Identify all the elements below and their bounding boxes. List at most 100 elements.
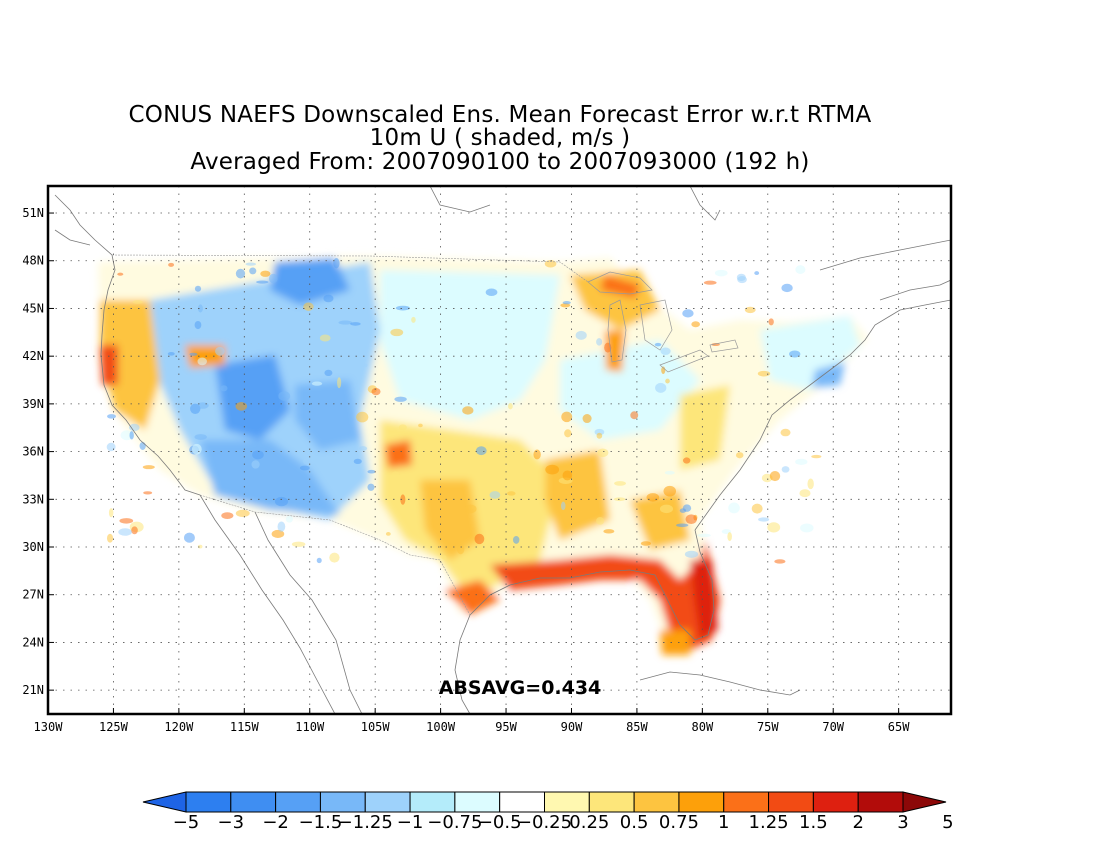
shading-speckle	[191, 443, 202, 455]
shading-speckle	[398, 424, 407, 431]
shading-speckle	[474, 533, 485, 545]
shading-speckle	[564, 429, 572, 438]
absavg-label: ABSAVG=0.434	[439, 677, 602, 699]
colorbar-swatch	[633, 791, 680, 813]
shading-speckle	[655, 382, 667, 393]
colorbar-swatch	[812, 791, 859, 813]
shading-speckle	[367, 483, 375, 491]
shading-speckle	[260, 270, 271, 277]
shading-speckle	[107, 414, 117, 419]
lake-huron-outline	[639, 299, 673, 351]
shading-speckle	[338, 320, 353, 325]
shading-speckle	[751, 503, 763, 514]
shading-speckle	[215, 346, 225, 356]
keys-orange-patch	[660, 630, 690, 655]
canada-border	[111, 254, 589, 283]
colorbar-swatch	[678, 791, 725, 813]
shading-speckle	[139, 442, 146, 450]
shading-speckle	[221, 512, 234, 519]
lon-tick-label: 110W	[295, 720, 325, 734]
lon-tick-label: 80W	[692, 720, 714, 734]
shading-speckle	[220, 385, 228, 392]
shading-speckle	[654, 342, 662, 347]
shading-speckle	[356, 411, 369, 423]
shading-speckle	[411, 316, 416, 323]
lon-tick-label: 125W	[99, 720, 129, 734]
labrador-coastline	[689, 186, 721, 221]
international-borders	[111, 254, 589, 616]
shading-speckle	[697, 533, 711, 538]
shading-speckle	[487, 357, 500, 365]
colorbar: −5 −3 −2 −1.5−1.25 −1 −0.75−0.5−0.250.25 0.5 0.…	[142, 791, 954, 833]
gulf-coast-red-patch	[490, 540, 720, 650]
lake-ontario-outline	[709, 339, 739, 353]
shading-speckle	[703, 280, 717, 285]
shading-speckle	[757, 370, 771, 377]
colorbar-swatch	[768, 791, 814, 813]
lat-tick-label: 24N	[22, 635, 44, 649]
colorbar-swatch	[454, 791, 501, 813]
shading-speckle	[596, 516, 605, 525]
shading-speckle	[613, 497, 626, 502]
shading-speckle	[291, 541, 306, 547]
idaho-orange-patch	[185, 345, 225, 368]
graticule	[48, 186, 951, 714]
lon-tick-label: 90W	[561, 720, 583, 734]
shading-speckle	[562, 470, 573, 481]
shading-speckle	[664, 470, 675, 475]
lon-tick-label: 65W	[888, 720, 910, 734]
colorbar-label: 0.75	[659, 812, 699, 833]
shading-speckle	[485, 288, 498, 297]
shading-speckle	[800, 523, 814, 533]
shading-speckle	[235, 402, 248, 411]
shading-speckle	[416, 444, 426, 454]
lon-tick-label: 70W	[822, 720, 844, 734]
map-title-line2: 10m U ( shaded, m/s )	[369, 125, 631, 151]
lon-tick-label: 95W	[495, 720, 517, 734]
shading-speckle	[475, 446, 487, 456]
colorbar-label: 5	[942, 812, 953, 833]
oklahoma-red-patch	[385, 440, 412, 468]
plains-cyan-patch	[380, 270, 560, 420]
colorbar-swatch	[230, 791, 277, 813]
shading-speckle	[811, 454, 822, 459]
shading-speckle	[268, 273, 278, 284]
shading-speckle	[727, 532, 732, 542]
colorbar-swatch	[499, 791, 545, 813]
colorbar-high-extension	[902, 791, 947, 813]
colorbar-swatch	[723, 791, 770, 813]
shading-speckles	[106, 258, 822, 564]
shading-speckle	[245, 262, 257, 266]
rockies-blue-patch	[270, 258, 350, 305]
shading-speckle	[106, 442, 116, 452]
shading-speckle	[428, 365, 440, 377]
shading-speckle	[767, 522, 781, 533]
shading-speckle	[714, 269, 728, 277]
shading-speckle	[489, 491, 501, 499]
shading-speckle	[630, 411, 639, 420]
shading-speckle	[235, 268, 246, 279]
colorbar-label: −1	[397, 812, 424, 833]
shading-speckle	[252, 450, 264, 460]
shading-speckle	[646, 493, 660, 502]
shading-speckle	[462, 406, 474, 415]
shading-speckle	[561, 411, 573, 423]
shading-speckle	[596, 338, 603, 346]
colorbar-label: −2	[262, 812, 289, 833]
shading-speckle	[594, 428, 605, 436]
lat-tick-label: 36N	[22, 445, 44, 459]
shading-speckle	[143, 491, 153, 495]
shading-speckle	[665, 378, 670, 384]
colorbar-label: −0.5	[478, 812, 522, 833]
shading-speckle	[196, 402, 209, 409]
shading-speckle	[682, 457, 691, 464]
shading-speckle	[299, 465, 310, 471]
shading-speckle	[780, 428, 791, 437]
shading-speckle	[781, 466, 790, 473]
lat-tick-label: 48N	[22, 254, 44, 268]
shading-speckle	[119, 518, 134, 524]
shading-speckle	[660, 347, 671, 355]
michigan-orange-patch	[605, 330, 625, 372]
lat-tick-label: 21N	[22, 683, 44, 697]
